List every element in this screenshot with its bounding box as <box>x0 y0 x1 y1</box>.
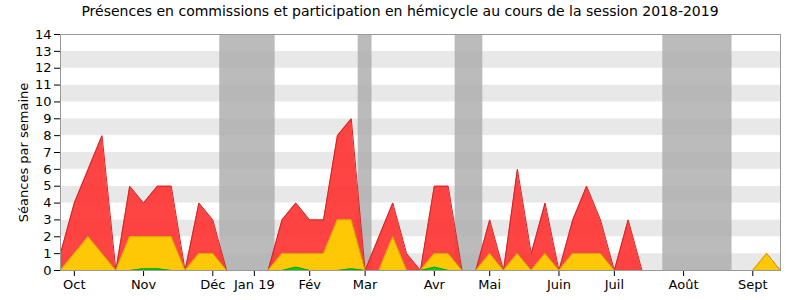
svg-text:1: 1 <box>43 246 51 261</box>
svg-text:Mar: Mar <box>353 277 378 292</box>
svg-text:Juil: Juil <box>604 277 624 292</box>
svg-text:0: 0 <box>43 263 51 278</box>
svg-text:Fév: Fév <box>298 277 321 292</box>
svg-text:8: 8 <box>43 128 51 143</box>
svg-text:Déc: Déc <box>200 277 225 292</box>
html-text:Présences en commissions et pa: Présences en commissions et participatio… <box>81 3 719 19</box>
svg-text:14: 14 <box>35 27 52 42</box>
svg-text:11: 11 <box>35 77 52 92</box>
svg-text:Avr: Avr <box>424 277 446 292</box>
svg-text:Sept: Sept <box>738 277 768 292</box>
svg-text:Jan 19: Jan 19 <box>233 277 275 292</box>
svg-text:9: 9 <box>43 111 51 126</box>
svg-text:Oct: Oct <box>63 277 85 292</box>
svg-text:Nov: Nov <box>131 277 157 292</box>
svg-text:6: 6 <box>43 162 51 177</box>
svg-text:10: 10 <box>35 94 52 109</box>
svg-text:3: 3 <box>43 212 51 227</box>
svg-text:Juin: Juin <box>546 277 571 292</box>
svg-text:12: 12 <box>35 60 52 75</box>
svg-text:7: 7 <box>43 145 51 160</box>
svg-text:2: 2 <box>43 229 51 244</box>
svg-text:13: 13 <box>35 44 52 59</box>
svg-text:Séances par semaine: Séances par semaine <box>16 83 31 222</box>
svg-text:Mai: Mai <box>478 277 501 292</box>
svg-text:5: 5 <box>43 178 51 193</box>
svg-text:4: 4 <box>43 195 51 210</box>
svg-text:Août: Août <box>669 277 699 292</box>
